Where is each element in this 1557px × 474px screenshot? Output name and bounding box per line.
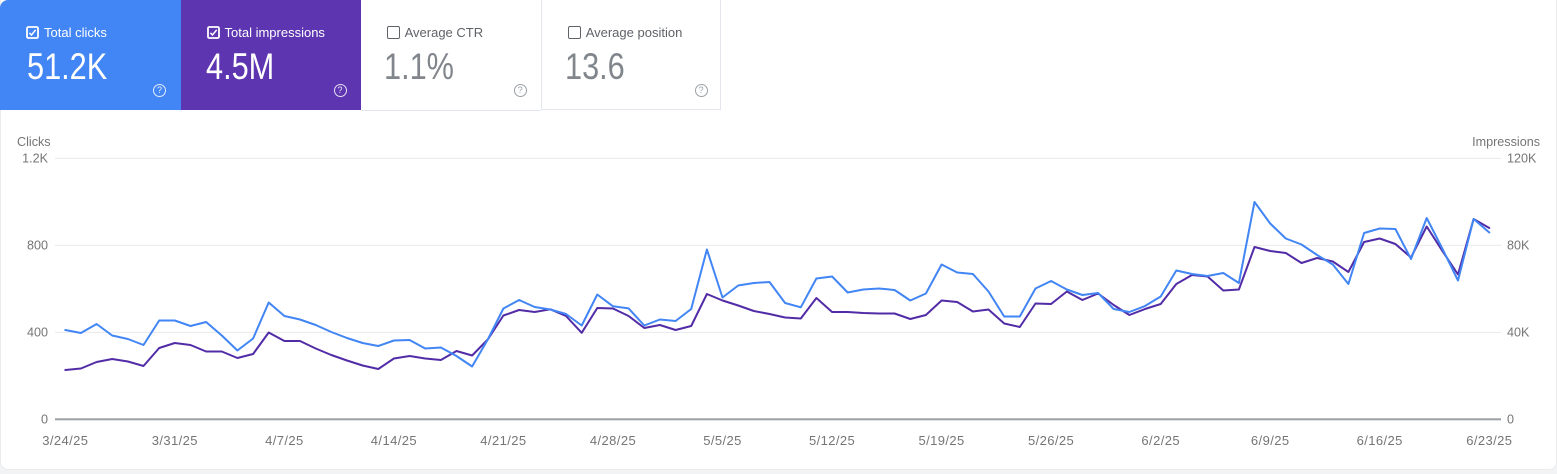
svg-text:0: 0 (1507, 413, 1514, 427)
svg-text:4/21/25: 4/21/25 (480, 433, 526, 448)
svg-text:1.2K: 1.2K (22, 152, 49, 166)
svg-text:4/28/25: 4/28/25 (590, 433, 636, 448)
svg-text:800: 800 (27, 239, 48, 253)
svg-text:Clicks: Clicks (17, 135, 51, 149)
svg-text:5/12/25: 5/12/25 (809, 433, 855, 448)
svg-text:Impressions: Impressions (1472, 135, 1540, 149)
svg-text:3/24/25: 3/24/25 (42, 433, 88, 448)
svg-text:6/2/25: 6/2/25 (1141, 433, 1180, 448)
svg-text:5/5/25: 5/5/25 (703, 433, 742, 448)
svg-text:4/7/25: 4/7/25 (265, 433, 304, 448)
svg-text:6/9/25: 6/9/25 (1251, 433, 1290, 448)
svg-text:3/31/25: 3/31/25 (152, 433, 198, 448)
svg-text:120K: 120K (1507, 152, 1537, 166)
svg-text:40K: 40K (1507, 326, 1530, 340)
svg-text:6/23/25: 6/23/25 (1466, 433, 1512, 448)
svg-text:4/14/25: 4/14/25 (371, 433, 417, 448)
svg-text:0: 0 (41, 413, 48, 427)
svg-text:5/26/25: 5/26/25 (1028, 433, 1074, 448)
svg-text:80K: 80K (1507, 239, 1530, 253)
svg-text:6/16/25: 6/16/25 (1357, 433, 1403, 448)
svg-text:400: 400 (27, 326, 48, 340)
svg-text:5/19/25: 5/19/25 (919, 433, 965, 448)
